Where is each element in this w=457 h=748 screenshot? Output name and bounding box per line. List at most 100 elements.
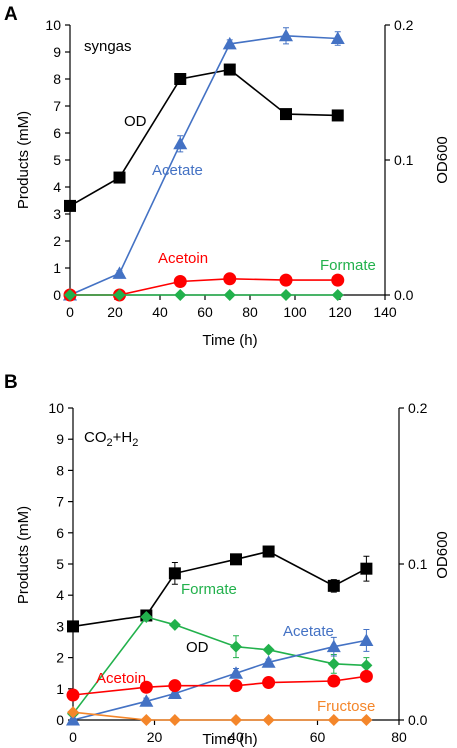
panel-b-point-formate: [168, 618, 181, 631]
panel-b-point-fructose: [140, 714, 153, 726]
panel-b-label-od: OD: [186, 639, 209, 656]
panel-a-point-acetate: [112, 266, 127, 279]
panel-a: A 0 1 2 3 4 5 6 7 8 9 10 0.0 0.1 0.2 0 20 40 60 80 100 120 14…: [4, 4, 451, 349]
panel-a-y2-tick-label: 0.0: [394, 287, 414, 303]
panel-b-x-tick-label: 60: [310, 729, 326, 745]
panel-a-point-acetoin: [223, 272, 237, 286]
panel-a-y-tick-label: 1: [53, 260, 61, 276]
panel-b-y2-tick-label: 0.2: [408, 400, 428, 416]
panel-a-line-od: [69, 68, 338, 207]
panel-b-y-axis-title: Products (mM): [15, 506, 32, 604]
panel-b-point-acetoin: [139, 680, 153, 694]
panel-a-axes: 0 1 2 3 4 5 6 7 8 9 10 0.0 0.1 0.2 0 20 40 60 80 100 120 140: [45, 17, 413, 320]
panel-b-y-tick-label: 9: [56, 431, 64, 447]
panel-a-y-tick-label: 7: [53, 98, 61, 114]
panel-a-x-tick-label: 20: [107, 304, 123, 320]
panel-a-point-od: [280, 108, 292, 121]
panel-b-y-tick-label: 7: [56, 494, 64, 510]
panel-a-y-tick-label: 4: [53, 179, 61, 195]
panel-a-point-formate: [174, 289, 187, 301]
panel-b-y2-tick-label: 0.0: [408, 712, 428, 728]
panel-b-condition-plus-h: +H: [113, 429, 133, 446]
panel-a-y2-tick-label: 0.2: [394, 17, 414, 33]
panel-b-point-od: [230, 553, 242, 566]
panel-b-point-acetate: [66, 713, 80, 726]
panel-a-point-formate: [280, 289, 292, 301]
panel-a-point-formate: [331, 289, 344, 301]
panel-b-point-acetate: [139, 694, 154, 707]
panel-a-label-od: OD: [124, 113, 147, 130]
panel-b-point-acetoin: [262, 676, 276, 690]
panel-b-point-acetate: [359, 633, 374, 646]
panel-b-y2-axis-title: OD600: [434, 531, 451, 579]
panel-a-point-od: [113, 171, 126, 184]
panel-a-x-tick-label: 140: [373, 304, 397, 320]
panel-a-x-tick-label: 0: [66, 304, 74, 320]
panel-b-point-formate: [230, 640, 242, 653]
panel-b-point-acetoin: [359, 669, 373, 683]
panel-a-point-acetate: [279, 28, 293, 42]
panel-a-series-od: [64, 63, 344, 212]
panel-a-x-tick-label: 120: [328, 304, 352, 320]
panel-b-series-fructose: [67, 706, 373, 726]
panel-b-y-tick-label: 4: [56, 587, 64, 603]
panel-b-point-od: [327, 579, 340, 592]
panel-b-letter: B: [4, 372, 18, 393]
panel-b-series-acetoin: [66, 669, 373, 702]
panel-a-y-tick-label: 3: [53, 206, 61, 222]
panel-b-point-fructose: [230, 714, 242, 726]
panel-b-condition-co2: CO: [84, 429, 107, 446]
panel-b-x-tick-label: 0: [69, 729, 77, 745]
panel-a-y-tick-label: 0: [53, 287, 61, 303]
panel-b-label-formate: Formate: [181, 581, 237, 598]
panel-b-label-acetate: Acetate: [283, 623, 334, 640]
panel-b-point-od: [262, 545, 275, 558]
panel-b-point-formate: [360, 659, 373, 672]
panel-b-y-tick-label: 0: [56, 712, 64, 728]
panel-a-letter: A: [4, 4, 18, 25]
panel-a-line-acetate: [69, 34, 338, 296]
panel-b-point-fructose: [262, 714, 275, 726]
panel-a-point-acetoin: [331, 273, 345, 287]
panel-a-point-od: [174, 73, 187, 85]
panel-a-x-tick-label: 40: [152, 304, 168, 320]
panel-a-y-tick-label: 2: [53, 233, 61, 249]
panel-b-point-od: [360, 562, 373, 575]
panel-a-y-tick-label: 9: [53, 44, 61, 60]
panel-b-y-tick-label: 8: [56, 462, 64, 478]
panel-a-point-acetoin: [173, 275, 187, 288]
panel-a-line-acetoin: [70, 277, 338, 296]
panel-b-point-fructose: [67, 706, 79, 719]
panel-b-condition-sub-2a: 2: [107, 437, 113, 449]
panel-b-point-fructose: [327, 714, 340, 726]
panel-a-point-formate: [64, 289, 76, 301]
panel-b-point-formate: [262, 643, 275, 656]
panel-a-x-tick-label: 100: [283, 304, 307, 320]
panel-b-x-tick-label: 20: [147, 729, 163, 745]
panel-a-x-tick-label: 80: [242, 304, 258, 320]
panel-a-y-tick-label: 8: [53, 71, 61, 87]
panel-b-x-tick-label: 40: [228, 729, 244, 745]
panel-a-y-tick-label: 10: [45, 17, 61, 33]
panel-b-label-acetoin: Acetoin: [96, 670, 146, 687]
panel-b-y-tick-label: 3: [56, 618, 64, 634]
panel-b-point-acetate: [167, 686, 182, 699]
panel-a-y-axis-title: Products (mM): [15, 111, 32, 209]
panel-b-point-formate: [327, 657, 340, 670]
panel-a-point-acetate: [173, 136, 188, 150]
panel-a-y-tick-label: 5: [53, 152, 61, 168]
panel-b-point-acetoin: [66, 688, 80, 702]
panel-a-point-acetate: [222, 36, 237, 50]
panel-b-point-fructose: [360, 714, 373, 726]
panel-b-point-acetoin: [229, 679, 243, 693]
panel-a-series-acetoin: [63, 272, 345, 302]
panel-a-point-acetate: [330, 31, 345, 44]
panel-b-y-tick-label: 1: [56, 681, 64, 697]
panel-a-series-formate: [64, 289, 344, 301]
panel-a-x-tick-label: 60: [197, 304, 213, 320]
panel-b-point-acetoin: [168, 679, 182, 693]
panel-b-y2-tick-label: 0.1: [408, 556, 428, 572]
panel-b-series: [66, 545, 374, 726]
